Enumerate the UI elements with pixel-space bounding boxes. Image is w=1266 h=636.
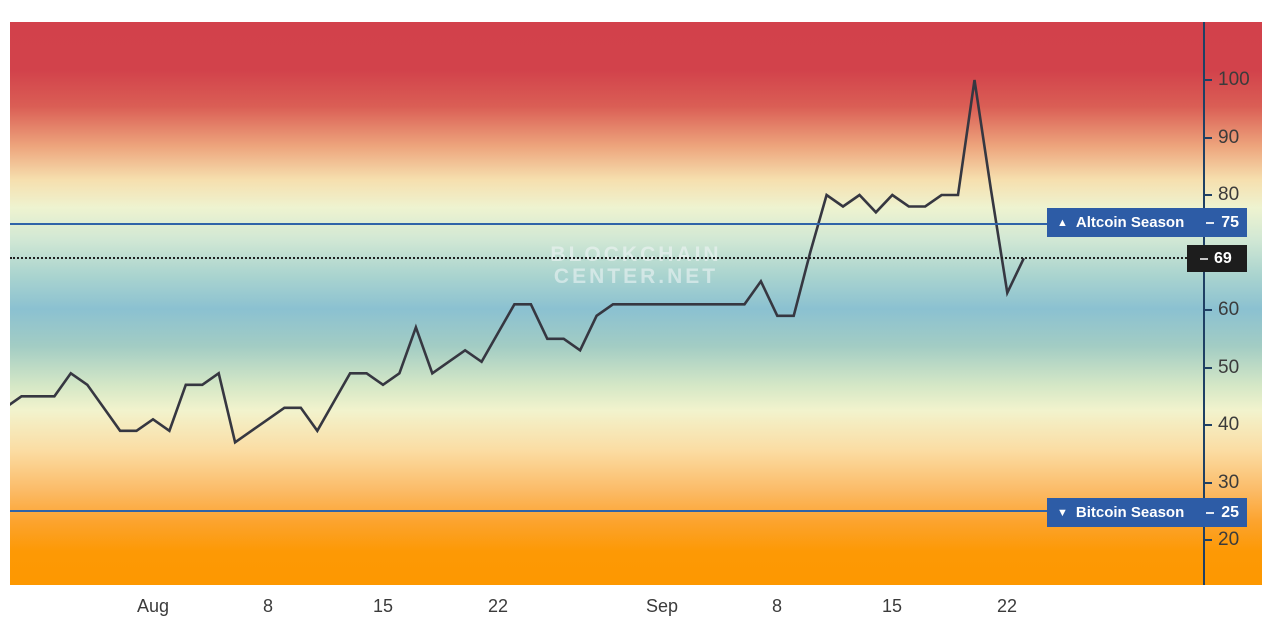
bitcoin-season-label: Bitcoin Season [1075, 504, 1185, 521]
tick-dash [1200, 257, 1208, 260]
y-axis-tick [1203, 79, 1212, 81]
y-axis-label: 90 [1218, 126, 1240, 148]
current-value-badge: 69 [1187, 245, 1247, 272]
altcoin-season-threshold-line [10, 223, 1247, 225]
down-triangle-icon: ▼ [1057, 506, 1068, 519]
y-axis-tick [1203, 481, 1212, 484]
index-line-svg [10, 79, 1025, 445]
y-axis-tick [1203, 539, 1212, 541]
x-axis-label: 8 [262, 596, 274, 616]
current-value: 69 [1214, 249, 1232, 267]
altcoin-season-value: 75 [1221, 213, 1239, 231]
y-axis-tick [1203, 309, 1212, 311]
y-axis-label: 30 [1218, 471, 1240, 493]
index-line [10, 79, 1025, 445]
x-axis-label: 8 [771, 596, 783, 616]
y-axis-label: 40 [1218, 414, 1240, 435]
tick-dash [1206, 221, 1215, 224]
plot-area[interactable]: BLOCKCHAIN CENTER.NET 100 90 80 60 50 40 30 20 … [10, 22, 1262, 585]
y-axis-line [1203, 22, 1205, 585]
bitcoin-season-badge: ▼ Bitcoin Season 25 [1047, 498, 1247, 527]
x-axis-label: Sep [645, 596, 679, 616]
y-axis-tick [1203, 136, 1212, 139]
y-axis-tick [1203, 366, 1212, 369]
y-axis-label: 50 [1218, 356, 1240, 378]
y-axis-label: 20 [1218, 529, 1240, 550]
y-axis-label: 60 [1218, 299, 1240, 320]
x-axis-label: 22 [487, 596, 509, 616]
current-value-dotted-line [10, 257, 1187, 259]
y-axis-label: 100 [1218, 69, 1250, 90]
x-axis-label: Aug [136, 596, 170, 616]
y-axis-tick [1203, 194, 1212, 196]
bitcoin-season-value: 25 [1221, 503, 1239, 521]
x-axis-label: 22 [996, 596, 1018, 616]
x-axis-label: 15 [372, 596, 394, 616]
y-axis-label: 80 [1218, 184, 1240, 205]
x-axis-label: 15 [881, 596, 903, 616]
altcoin-season-badge: ▲ Altcoin Season 75 [1047, 208, 1247, 237]
up-triangle-icon: ▲ [1057, 216, 1068, 229]
y-axis-tick [1203, 424, 1212, 426]
bitcoin-season-threshold-line [10, 510, 1247, 512]
tick-dash [1206, 511, 1215, 514]
altcoin-season-label: Altcoin Season [1075, 214, 1185, 231]
